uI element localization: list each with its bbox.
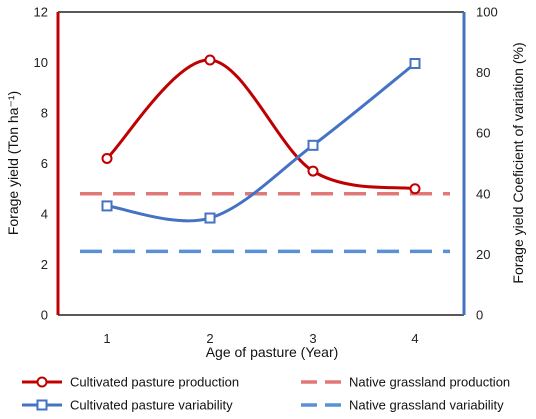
left-y-axis-title: Forage yield (Ton ha⁻¹) — [5, 91, 21, 235]
right-y-tick-label: 60 — [476, 126, 490, 141]
left-y-tick-label: 2 — [41, 257, 48, 272]
x-tick-label: 3 — [309, 331, 316, 346]
cultivated-pasture-production-point — [204, 54, 216, 66]
cultivated-pasture-variability-point — [307, 139, 319, 151]
legend-native-grassland-production-label: Native grassland production — [349, 375, 510, 390]
right-y-axis-title: Forage yield Coeficient of variation (%) — [510, 42, 526, 283]
right-y-tick-label: 100 — [476, 5, 498, 20]
cultivated-pasture-production-point — [101, 152, 113, 164]
x-tick-label: 1 — [103, 331, 110, 346]
left-y-tick-label: 10 — [34, 55, 48, 70]
right-y-tick-label: 40 — [476, 186, 490, 201]
cultivated-pasture-variability-point — [409, 58, 421, 70]
x-tick-label: 2 — [206, 331, 213, 346]
legend-cultivated-pasture-variability-marker — [36, 399, 48, 411]
right-y-tick-label: 80 — [476, 65, 490, 80]
cultivated-pasture-production-line — [105, 58, 416, 191]
left-y-tick-label: 6 — [41, 156, 48, 171]
legend: Cultivated pasture production Native gras… — [22, 375, 510, 413]
left-y-tick-label: 4 — [41, 207, 48, 222]
right-y-tick-label: 0 — [476, 308, 483, 323]
legend-cultivated-pasture-variability-label: Cultivated pasture variability — [70, 398, 233, 413]
cultivated-pasture-variability-line — [106, 62, 416, 223]
right-y-tick-label: 20 — [476, 247, 490, 262]
cultivated-pasture-production-point — [307, 165, 319, 177]
legend-native-grassland-variability-label: Native grassland variability — [349, 398, 504, 413]
cultivated-pasture-production-point — [409, 183, 421, 195]
x-tick-label: 4 — [411, 331, 418, 346]
left-y-axis-ticks: 0 2 4 6 8 10 12 — [34, 5, 48, 323]
left-y-tick-label: 8 — [41, 106, 48, 121]
x-axis-ticks: 1 2 3 4 — [103, 331, 418, 346]
legend-cultivated-pasture-production-marker — [36, 376, 48, 388]
legend-cultivated-pasture-production-label: Cultivated pasture production — [70, 375, 239, 390]
left-y-tick-label: 12 — [34, 5, 48, 20]
x-axis-title: Age of pasture (Year) — [206, 344, 339, 360]
cultivated-pasture-variability-point — [204, 212, 216, 224]
right-y-axis-ticks: 0 20 40 60 80 100 — [476, 5, 498, 323]
cultivated-pasture-variability-point — [101, 200, 113, 212]
plot-area — [56, 11, 466, 316]
left-y-tick-label: 0 — [41, 308, 48, 323]
